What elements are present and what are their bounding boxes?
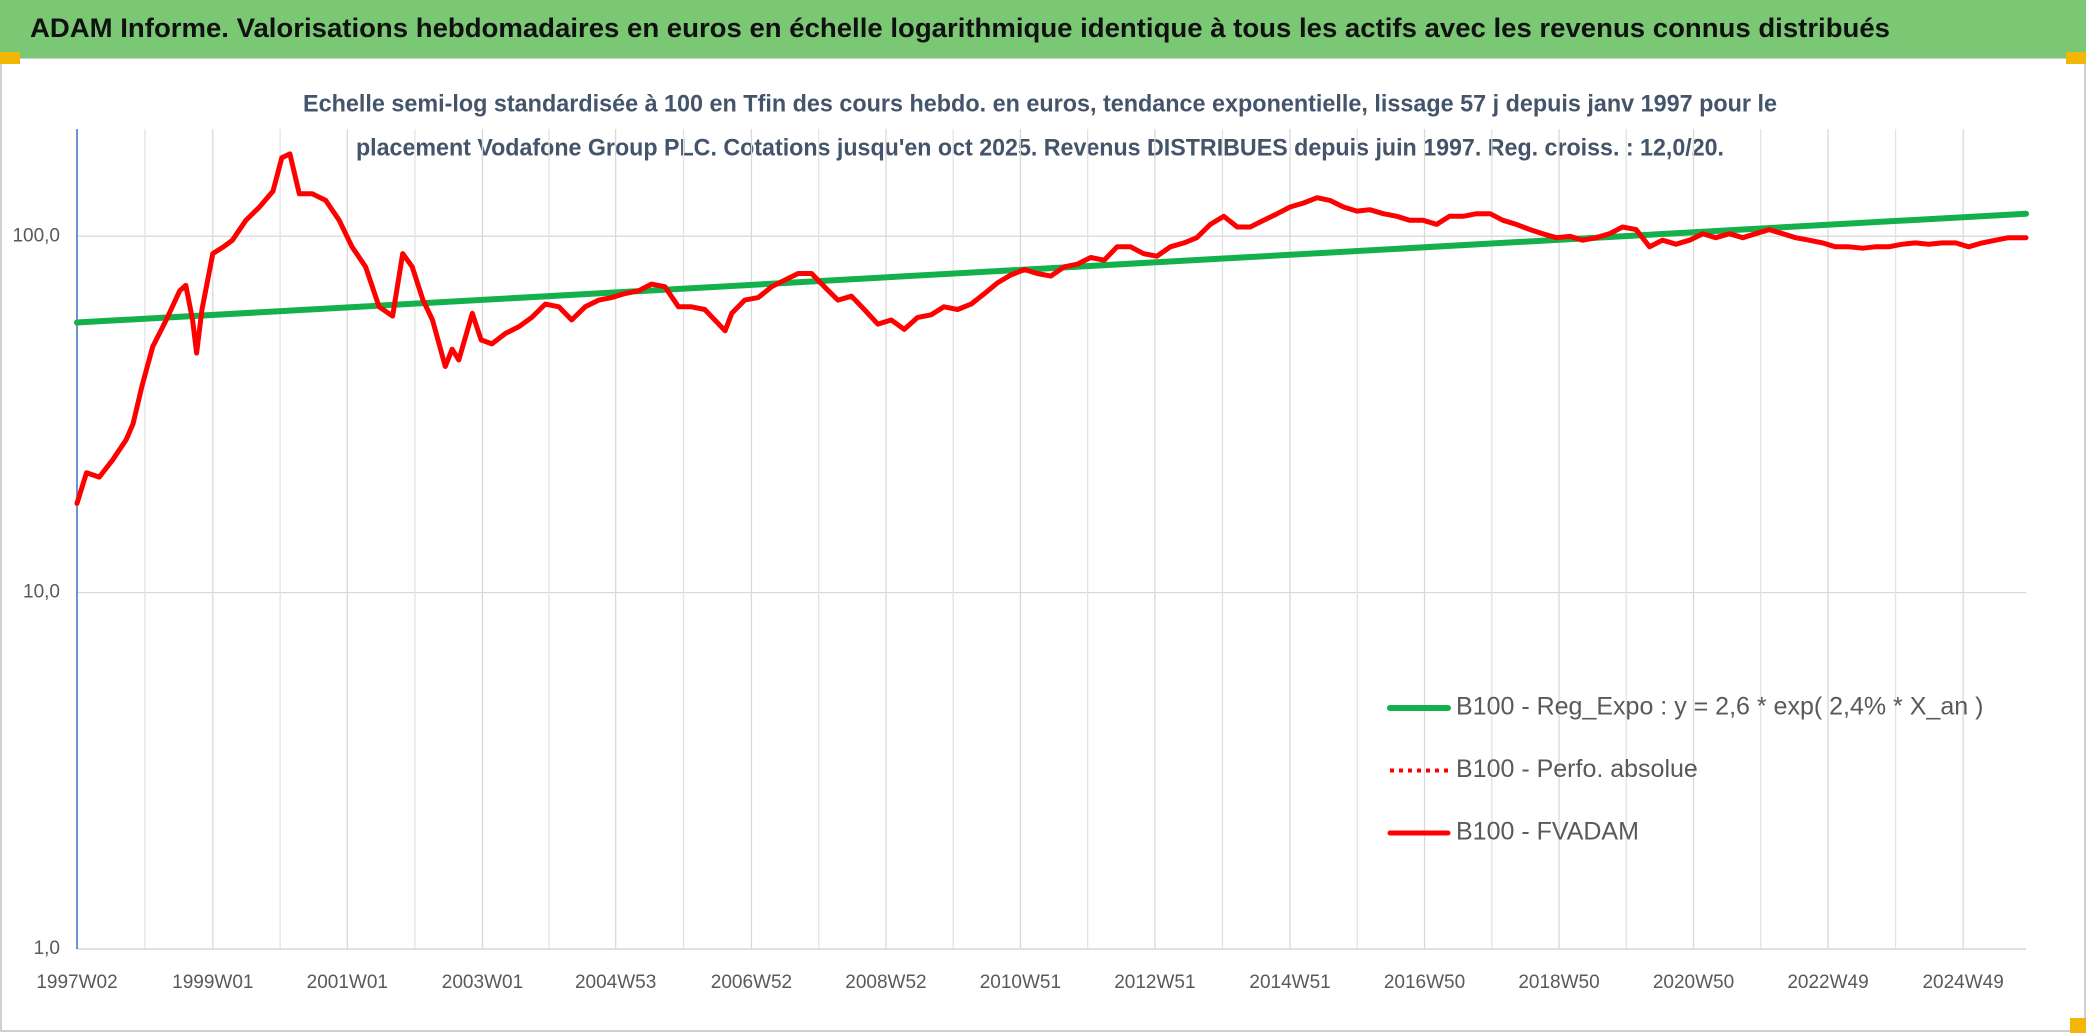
x-tick-label: 2001W01 [307, 972, 388, 993]
chart-subtitle: Echelle semi-log standardisée à 100 en T… [303, 90, 1777, 117]
x-tick-label: 1997W02 [36, 972, 117, 993]
x-tick-label: 2008W52 [845, 972, 926, 993]
legend-label: B100 - Reg_Expo : y = 2,6 * exp( 2,4% * … [1456, 693, 1983, 721]
y-tick-label: 100,0 [12, 225, 60, 246]
chart-subtitle: placement Vodafone Group PLC. Cotations … [356, 134, 1724, 161]
x-tick-label: 2006W52 [711, 972, 792, 993]
legend-label: B100 - FVADAM [1456, 818, 1639, 846]
legend-label: B100 - Perfo. absolue [1456, 755, 1698, 783]
chart-title: ADAM Informe. Valorisations hebdomadaire… [30, 13, 1890, 43]
y-tick-label: 10,0 [23, 582, 60, 603]
x-tick-label: 2012W51 [1114, 972, 1195, 993]
corner-mark [2066, 52, 2086, 64]
x-tick-label: 2016W50 [1384, 972, 1465, 993]
x-tick-label: 2024W49 [1922, 972, 2003, 993]
x-tick-label: 2004W53 [575, 972, 656, 993]
x-tick-label: 1999W01 [172, 972, 253, 993]
x-tick-label: 2022W49 [1787, 972, 1868, 993]
y-tick-label: 1,0 [34, 938, 60, 959]
x-tick-label: 2010W51 [980, 972, 1061, 993]
x-tick-label: 2003W01 [442, 972, 523, 993]
corner-mark [0, 52, 20, 64]
x-tick-label: 2020W50 [1653, 972, 1734, 993]
series-line [74, 151, 2029, 506]
x-tick-label: 2014W51 [1249, 972, 1330, 993]
x-tick-label: 2018W50 [1518, 972, 1599, 993]
title-banner [0, 0, 2086, 58]
corner-mark [2070, 1018, 2086, 1033]
